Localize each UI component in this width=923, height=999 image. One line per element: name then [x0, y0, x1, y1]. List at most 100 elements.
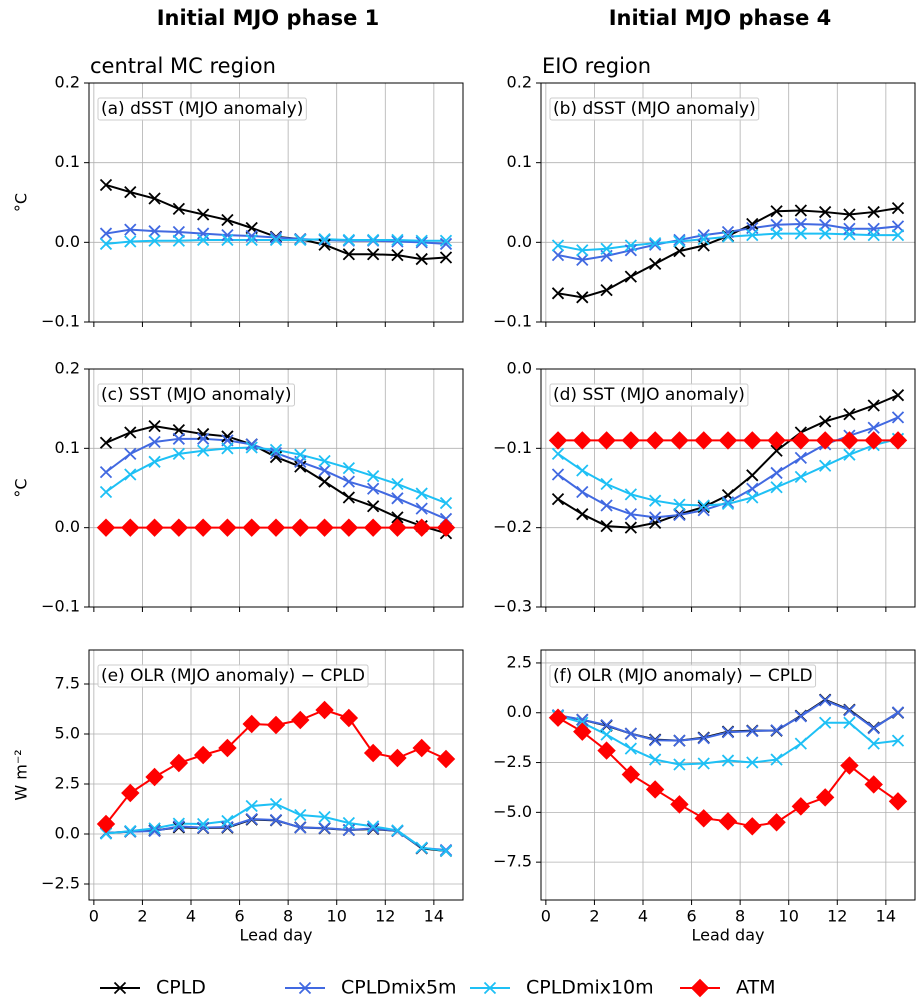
x-marker	[551, 447, 565, 461]
x-marker	[649, 238, 662, 251]
x-marker	[794, 737, 807, 750]
panel: Initial MJO phase 1 central MC region −0.1…	[12, 6, 464, 331]
y-axis-label: W m⁻²	[12, 749, 31, 800]
diamond-marker	[597, 741, 616, 760]
x-marker	[318, 238, 331, 251]
panel-label: (e) OLR (MJO anomaly) − CPLD	[101, 666, 365, 686]
x-marker	[843, 704, 856, 717]
legend-label: CPLDmix5m	[341, 977, 457, 999]
y-tick-label: 0.0	[55, 232, 80, 251]
x-marker	[600, 477, 613, 491]
diamond-marker	[718, 431, 738, 450]
x-marker	[697, 504, 710, 517]
x-marker	[649, 257, 662, 270]
diamond-marker	[436, 518, 456, 537]
diamond-marker	[597, 431, 616, 450]
x-marker	[391, 492, 404, 505]
x-marker	[294, 460, 307, 473]
x-marker	[624, 270, 637, 283]
panel-label: (a) dSST (MJO anomaly)	[101, 99, 303, 119]
x-marker	[843, 228, 856, 241]
series-line	[105, 818, 447, 852]
x-marker	[794, 217, 807, 231]
x-marker	[367, 469, 380, 483]
x-marker	[576, 508, 589, 521]
x-marker	[172, 202, 185, 216]
x-marker	[367, 822, 380, 835]
x-marker	[318, 475, 331, 488]
y-tick-label: 0.0	[507, 359, 532, 378]
x-marker	[221, 814, 234, 828]
x-marker	[124, 223, 137, 236]
x-marker	[318, 821, 331, 835]
x-marker	[294, 808, 307, 822]
x-marker	[245, 799, 258, 813]
x-marker	[673, 244, 686, 258]
x-marker	[721, 726, 735, 739]
x-marker	[891, 706, 905, 719]
x-marker	[600, 283, 613, 297]
x-marker	[697, 732, 710, 745]
x-marker	[624, 727, 637, 740]
diamond-marker	[888, 431, 908, 450]
x-marker	[439, 251, 453, 264]
x-marker	[843, 716, 856, 729]
panel: Initial MJO phase 4 EIO region −0.1 0.0 0.1 0…	[493, 6, 916, 331]
y-tick-label: −0.1	[41, 312, 80, 331]
y-tick-label: −0.3	[493, 597, 532, 616]
x-marker	[770, 444, 783, 457]
x-marker	[867, 722, 880, 735]
x-marker	[746, 491, 759, 504]
x-marker	[794, 470, 807, 484]
x-marker	[172, 225, 185, 239]
x-marker	[269, 797, 283, 811]
panel: 0 2 4 6 8 10 12 14 −2.5 0.0 2.5 5.0 7.5 W m⁻² Lead day…	[12, 649, 464, 945]
y-tick-label: −5.0	[493, 802, 532, 821]
y-tick-label: 2.5	[55, 774, 80, 793]
x-marker	[600, 499, 613, 512]
diamond-marker	[815, 431, 835, 450]
x-marker	[649, 494, 662, 507]
legend: CPLD CPLDmix5m CPLDmix10m ATM	[100, 977, 776, 999]
legend-label: ATM	[736, 977, 776, 999]
x-marker	[148, 192, 161, 205]
y-tick-label: 0.2	[55, 73, 80, 92]
x-marker	[148, 435, 161, 449]
diamond-marker	[743, 431, 762, 450]
x-marker	[649, 734, 662, 747]
x-marker	[294, 448, 307, 461]
x-marker	[649, 236, 662, 250]
x-marker	[891, 229, 905, 242]
x-marker	[770, 724, 783, 737]
x-tick-label: 0	[541, 907, 551, 926]
x-marker	[649, 516, 662, 530]
x-tick-label: 4	[638, 907, 648, 926]
y-tick-label: 0.0	[507, 232, 532, 251]
x-marker	[819, 218, 832, 231]
panel: −0.3 −0.2 −0.1 0.0 (d) SST (MJO anomaly)	[493, 359, 916, 616]
diamond-marker	[412, 738, 431, 758]
x-marker	[342, 475, 355, 488]
x-axis-label: Lead day	[692, 926, 765, 945]
x-tick-label: 6	[686, 907, 696, 926]
x-marker	[148, 824, 161, 838]
x-marker	[439, 234, 453, 247]
diamond-marker	[339, 518, 359, 537]
x-marker	[99, 465, 113, 479]
x-marker	[391, 477, 404, 491]
y-tick-label: 7.5	[55, 674, 80, 693]
x-marker	[221, 430, 234, 443]
x-marker	[294, 233, 307, 247]
diamond-marker	[767, 431, 786, 450]
x-tick-label: 4	[186, 907, 196, 926]
x-marker	[172, 423, 185, 437]
x-marker	[124, 426, 137, 439]
x-tick-label: 14	[876, 907, 896, 926]
x-tick-label: 2	[137, 907, 147, 926]
x-marker	[576, 244, 589, 257]
x-marker	[551, 492, 565, 506]
diamond-marker	[645, 780, 665, 799]
diamond-marker	[767, 813, 786, 832]
x-marker	[197, 444, 210, 457]
